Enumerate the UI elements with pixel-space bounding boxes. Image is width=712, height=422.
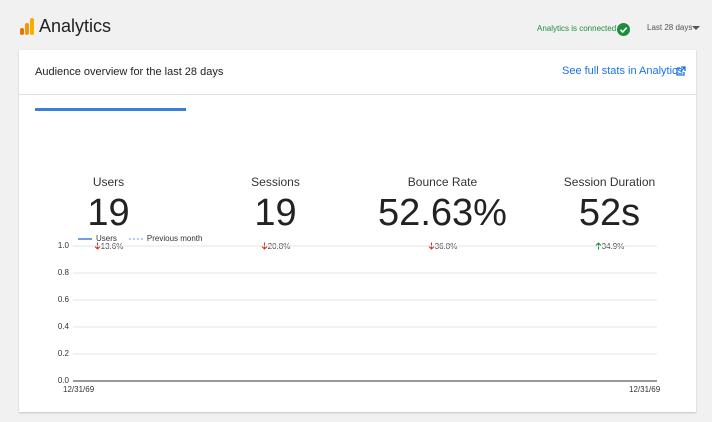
card-title: Audience overview for the last 28 days xyxy=(35,66,224,78)
legend-label: Previous month xyxy=(147,234,203,243)
range-select[interactable]: Last 28 days xyxy=(647,23,693,32)
y-tick-label: 1.0 xyxy=(58,241,70,250)
check-icon xyxy=(617,23,630,36)
divider xyxy=(19,94,696,95)
y-tick-label: 0.4 xyxy=(58,322,70,331)
metric-value: 19 xyxy=(87,192,130,234)
metric-label: Bounce Rate xyxy=(407,175,478,189)
metric-value: 52.63% xyxy=(378,192,507,234)
metric-label: Session Duration xyxy=(563,175,656,189)
y-tick-label: 0.0 xyxy=(58,376,70,385)
y-tick-label: 0.2 xyxy=(58,349,70,358)
legend-label: Users xyxy=(96,234,117,243)
x-tick-label: 12/31/69 xyxy=(629,385,661,394)
active-tab xyxy=(35,108,186,111)
card: Audience overview for the last 28 days S… xyxy=(19,50,696,412)
full-stats-link[interactable]: See full stats in Analytics xyxy=(562,65,684,77)
app-title: Analytics xyxy=(39,16,112,36)
logo xyxy=(20,18,34,35)
dropdown-arrow xyxy=(692,26,700,30)
y-tick-label: 0.8 xyxy=(58,268,70,277)
metric-value: 19 xyxy=(254,192,297,234)
metric-label: Users xyxy=(92,175,125,189)
y-tick-label: 0.6 xyxy=(58,295,70,304)
external-icon xyxy=(676,66,686,76)
x-tick-label: 12/31/69 xyxy=(63,385,95,394)
metric-value: 52s xyxy=(578,192,641,234)
metric-label: Sessions xyxy=(251,175,300,189)
connection-status: Analytics is connected xyxy=(537,24,617,33)
chart: 0.0 0.2 0.4 0.6 0.8 1.0 12/31/69 12/31/69 Users P… xyxy=(58,234,661,394)
